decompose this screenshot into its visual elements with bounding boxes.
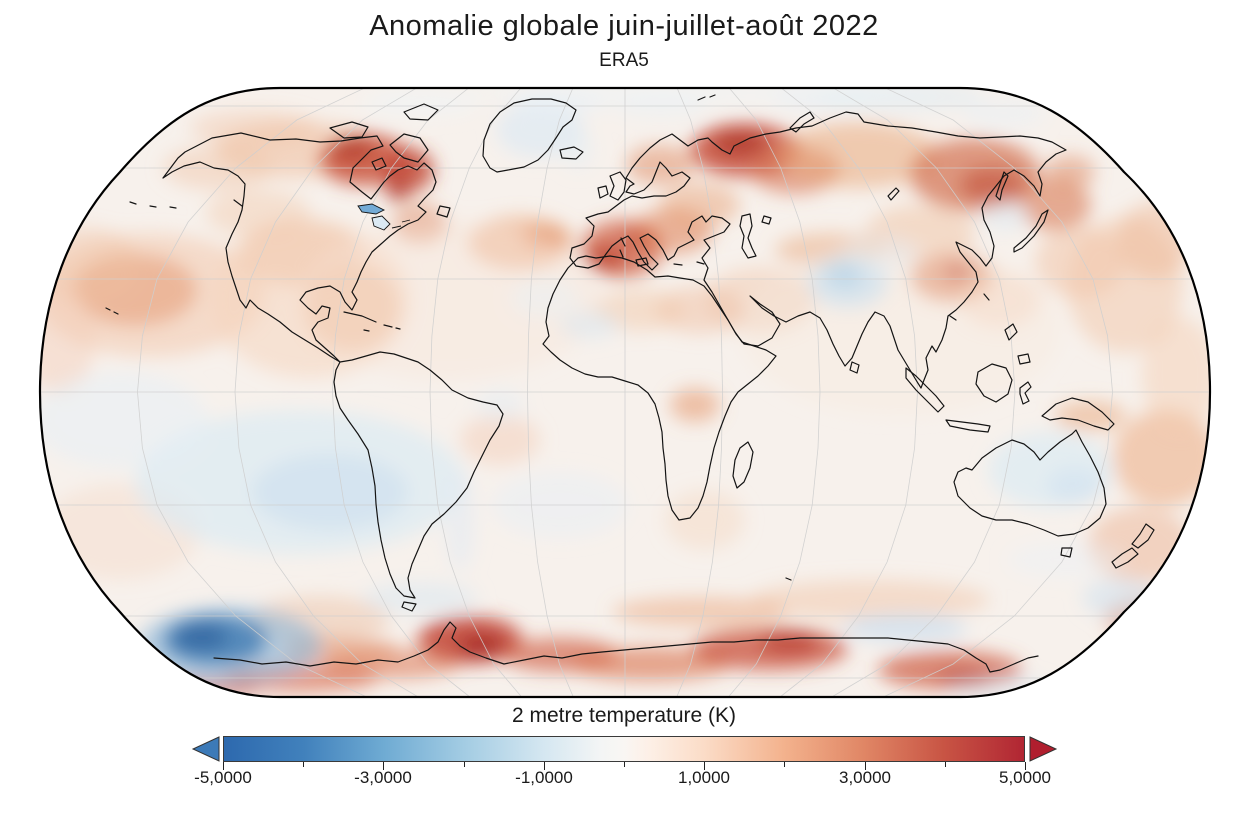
anomaly-color-field bbox=[40, 88, 1210, 697]
colorbar-major-tick bbox=[543, 762, 545, 770]
colorbar-gradient bbox=[223, 736, 1025, 762]
colorbar-tick-label: 5,0000 bbox=[999, 768, 1051, 787]
colorbar-tick-label: 3,0000 bbox=[839, 768, 891, 787]
page-subtitle: ERA5 bbox=[599, 50, 649, 71]
colorbar-major-tick bbox=[383, 762, 385, 770]
colorbar-minor-tick bbox=[463, 762, 465, 767]
colorbar-minor-tick bbox=[944, 762, 946, 767]
page-title: Anomalie globale juin-juillet-août 2022 bbox=[369, 10, 879, 42]
colorbar-tick-label: -3,0000 bbox=[354, 768, 412, 787]
colorbar-under-arrow bbox=[191, 736, 220, 762]
colorbar-major-tick bbox=[1025, 762, 1026, 770]
great-lakes bbox=[357, 203, 411, 231]
colorbar-tick-label: 1,0000 bbox=[678, 768, 730, 787]
colorbar-major-tick bbox=[223, 762, 224, 770]
colorbar-title: 2 metre temperature (K) bbox=[511, 704, 737, 727]
coastlines bbox=[105, 94, 1155, 673]
colorbar-ticks bbox=[223, 762, 1026, 771]
colorbar-tick-label: -5,0000 bbox=[194, 768, 252, 787]
colorbar-major-tick bbox=[864, 762, 866, 770]
colorbar-minor-tick bbox=[784, 762, 786, 767]
colorbar-over-arrow bbox=[1029, 736, 1058, 762]
colorbar-major-tick bbox=[704, 762, 706, 770]
map-frame-outline bbox=[38, 86, 1212, 699]
colorbar-minor-tick bbox=[624, 762, 625, 767]
colorbar-tick-label: -1,0000 bbox=[515, 768, 573, 787]
colorbar-minor-tick bbox=[303, 762, 305, 767]
